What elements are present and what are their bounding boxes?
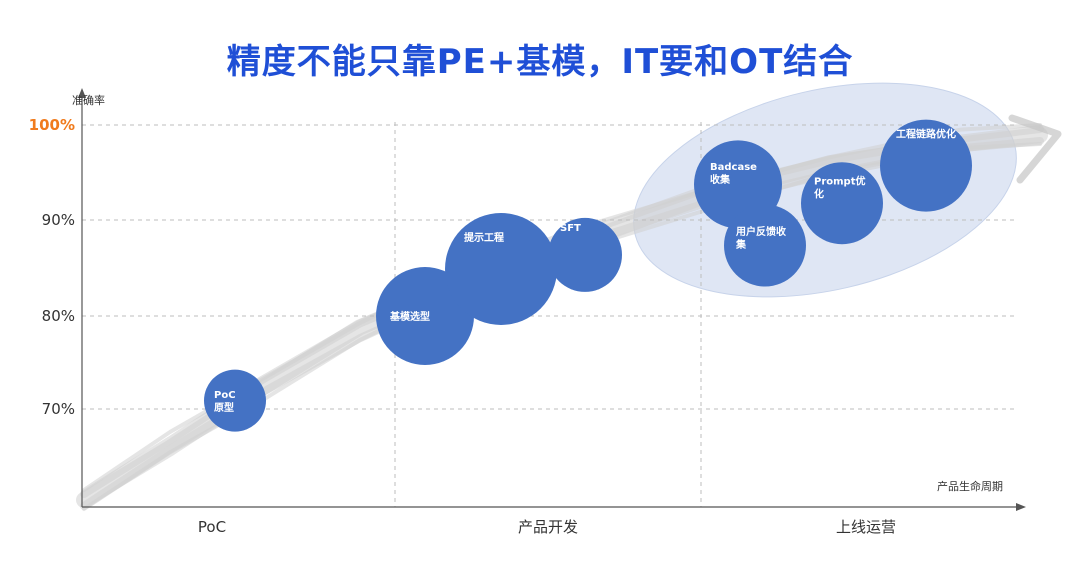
bubble-label: 原型 xyxy=(214,401,234,414)
phase-label: PoC xyxy=(198,518,226,536)
trend-arrowhead xyxy=(1008,114,1062,184)
bubble-label: 工程链路优化 xyxy=(896,128,956,141)
bubble-label: PoC xyxy=(214,390,236,401)
bubble-circle xyxy=(724,204,806,287)
phase-labels: PoC 产品开发 上线运营 xyxy=(198,518,896,536)
bubble: 基模选型 xyxy=(376,267,474,365)
bubble: SFT xyxy=(548,217,622,292)
phase-label: 上线运营 xyxy=(836,518,896,536)
y-tick-label: 90% xyxy=(42,211,75,229)
y-axis-label: 准确率 xyxy=(72,93,105,107)
bubble-label: 化 xyxy=(814,188,824,201)
bubbles: PoC原型基模选型提示工程SFTBadcase收集用户反馈收集Prompt优化工… xyxy=(204,119,972,432)
bubble-label: 集 xyxy=(735,238,747,251)
bubble-circle xyxy=(880,119,972,212)
x-axis-arrow xyxy=(1016,503,1026,511)
bubble-label: 用户反馈收 xyxy=(735,225,786,238)
bubble-label: Badcase xyxy=(710,162,757,173)
x-axis-label: 产品生命周期 xyxy=(937,479,1003,493)
bubble-label: 基模选型 xyxy=(389,310,430,323)
bubble: 工程链路优化 xyxy=(880,119,972,212)
phase-label: 产品开发 xyxy=(518,518,578,536)
y-tick-label: 70% xyxy=(42,400,75,418)
bubble-label: Prompt优 xyxy=(814,175,866,188)
bubble-label: 提示工程 xyxy=(464,231,504,244)
bubble-label: SFT xyxy=(560,223,581,234)
bubble-circle xyxy=(548,217,622,292)
bubble-circle xyxy=(376,267,474,365)
bubble-circle xyxy=(204,369,266,432)
page-title: 精度不能只靠PE+基模，IT要和OT结合 xyxy=(226,42,854,82)
bubble: 提示工程 xyxy=(445,213,557,325)
y-tick-label: 80% xyxy=(42,307,75,325)
bubble-circle xyxy=(801,162,883,245)
y-ticks: 70% 80% 90% 100% xyxy=(29,116,75,418)
bubble-circle xyxy=(445,213,557,325)
y-tick-label: 100% xyxy=(29,116,75,134)
bubble-label: 收集 xyxy=(710,173,731,186)
y-axis-arrow xyxy=(78,88,86,98)
